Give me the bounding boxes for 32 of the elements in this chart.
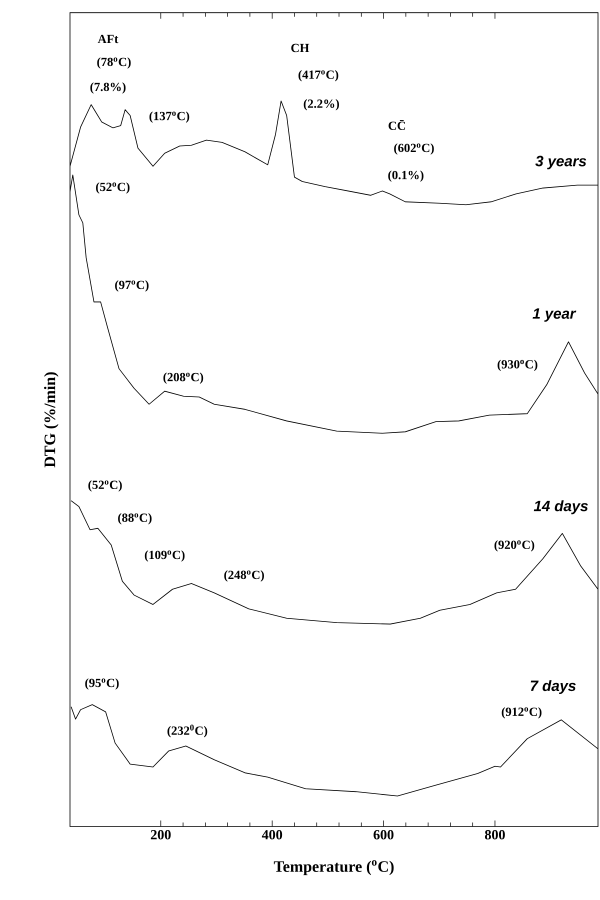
annotation: (232$^{0}$C) [167, 724, 208, 738]
annotation: (208$^{o}$C) [163, 372, 204, 384]
annotation: (137$^{o}$C) [149, 111, 190, 123]
annotation: (912$^{o}$C) [502, 707, 542, 718]
text: AFt [98, 34, 118, 44]
annotation: (602$^{o}$C) [394, 143, 434, 155]
annotation: (52$^{o}$C) [96, 182, 130, 194]
x-tick-label: 200 [150, 830, 171, 840]
series-label: 1 year [532, 308, 576, 322]
annotation: (52$^{o}$C) [88, 480, 122, 492]
annotation: (248$^{o}$C) [224, 570, 264, 582]
annotation: (0.1%) [388, 170, 424, 182]
annotation: (7.8%) [90, 82, 126, 94]
annotation: (78$^{o}$C) [97, 57, 131, 69]
annotation: (2.2%) [304, 99, 339, 110]
annotation: (88$^{o}$C) [118, 513, 152, 524]
y-axis-title: DTG (%/min) [44, 372, 58, 468]
annotation: (417$^{o}$C) [298, 70, 338, 82]
series-label: 14 days [534, 500, 588, 514]
x-axis-title: Temperature ($^{o}$C) [274, 860, 394, 876]
annotation: (109$^{o}$C) [144, 550, 185, 562]
annotation: (930$^{o}$C) [498, 360, 538, 371]
series-label: 3 years [535, 156, 586, 170]
series-label: 7 days [530, 680, 576, 694]
annotation: CC̄ [388, 120, 406, 130]
x-tick-label: 600 [374, 830, 394, 840]
text: CH [291, 44, 310, 52]
annotation: (920$^{o}$C) [494, 540, 534, 552]
annotation: (95$^{o}$C) [85, 678, 119, 690]
x-tick-label: 400 [262, 830, 282, 840]
x-tick-label: 800 [484, 830, 505, 840]
annotation: (97$^{o}$C) [115, 280, 149, 292]
